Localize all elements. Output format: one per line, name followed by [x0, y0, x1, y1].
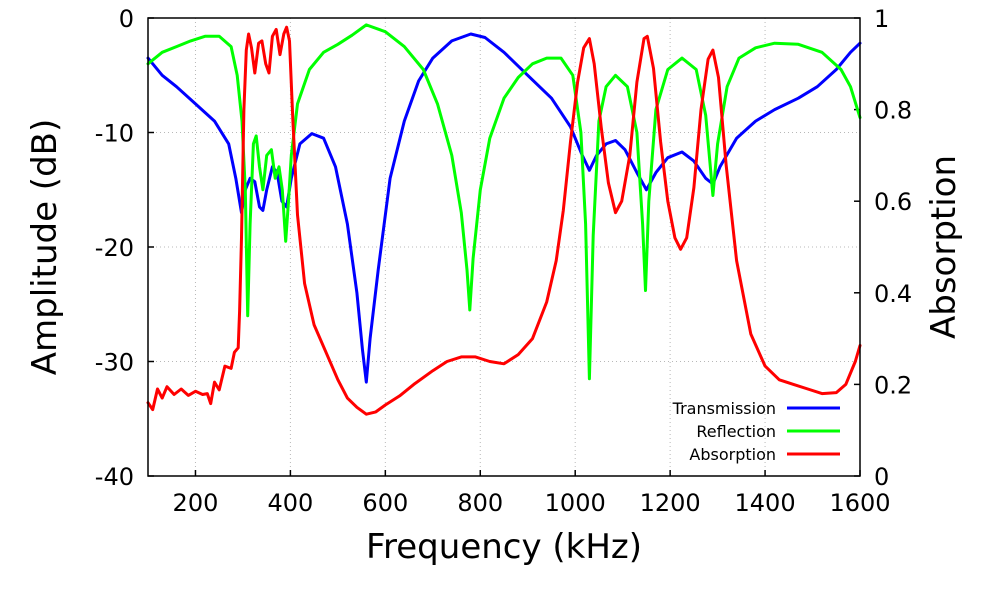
legend-label-transmission: Transmission [672, 399, 776, 418]
legend-label-absorption: Absorption [689, 445, 776, 464]
y-tick-label: -20 [95, 234, 134, 262]
tick-labels: 200 400 600 800 1000 1200 1400 16000-10-20-30-4… [95, 5, 912, 517]
y-tick-label: 0 [119, 5, 134, 33]
y2-tick-label: 0.8 [874, 97, 912, 125]
legend: Transmission Reflection Absorption [672, 399, 840, 464]
plot-frame [147, 17, 861, 477]
x-tick-label: 400 [267, 489, 313, 517]
series-line-reflection [146, 23, 862, 381]
legend-label-reflection: Reflection [696, 422, 776, 441]
x-axis-label: Frequency (kHz) [366, 527, 642, 567]
y-tick-label: -10 [95, 120, 134, 148]
x-tick-label: 1600 [829, 489, 890, 517]
y-axis-label: Amplitude (dB) [25, 119, 65, 375]
y2-tick-label: 1 [874, 5, 889, 33]
x-tick-label: 1400 [735, 489, 796, 517]
plot-area [146, 23, 862, 416]
y2-tick-label: 0 [874, 463, 889, 491]
x-tick-label: 600 [362, 489, 408, 517]
x-tick-label: 800 [457, 489, 503, 517]
x-tick-label: 1200 [640, 489, 701, 517]
y2-tick-label: 0.6 [874, 188, 912, 216]
y-tick-label: -30 [95, 349, 134, 377]
x-tick-label: 200 [173, 489, 219, 517]
series-line-transmission [146, 32, 862, 384]
y2-tick-label: 0.4 [874, 280, 912, 308]
y-tick-label: -40 [95, 463, 134, 491]
series-line-absorption [146, 25, 862, 416]
y2-tick-label: 0.2 [874, 371, 912, 399]
y2-axis-label: Absorption [924, 155, 964, 339]
x-tick-label: 1000 [545, 489, 606, 517]
